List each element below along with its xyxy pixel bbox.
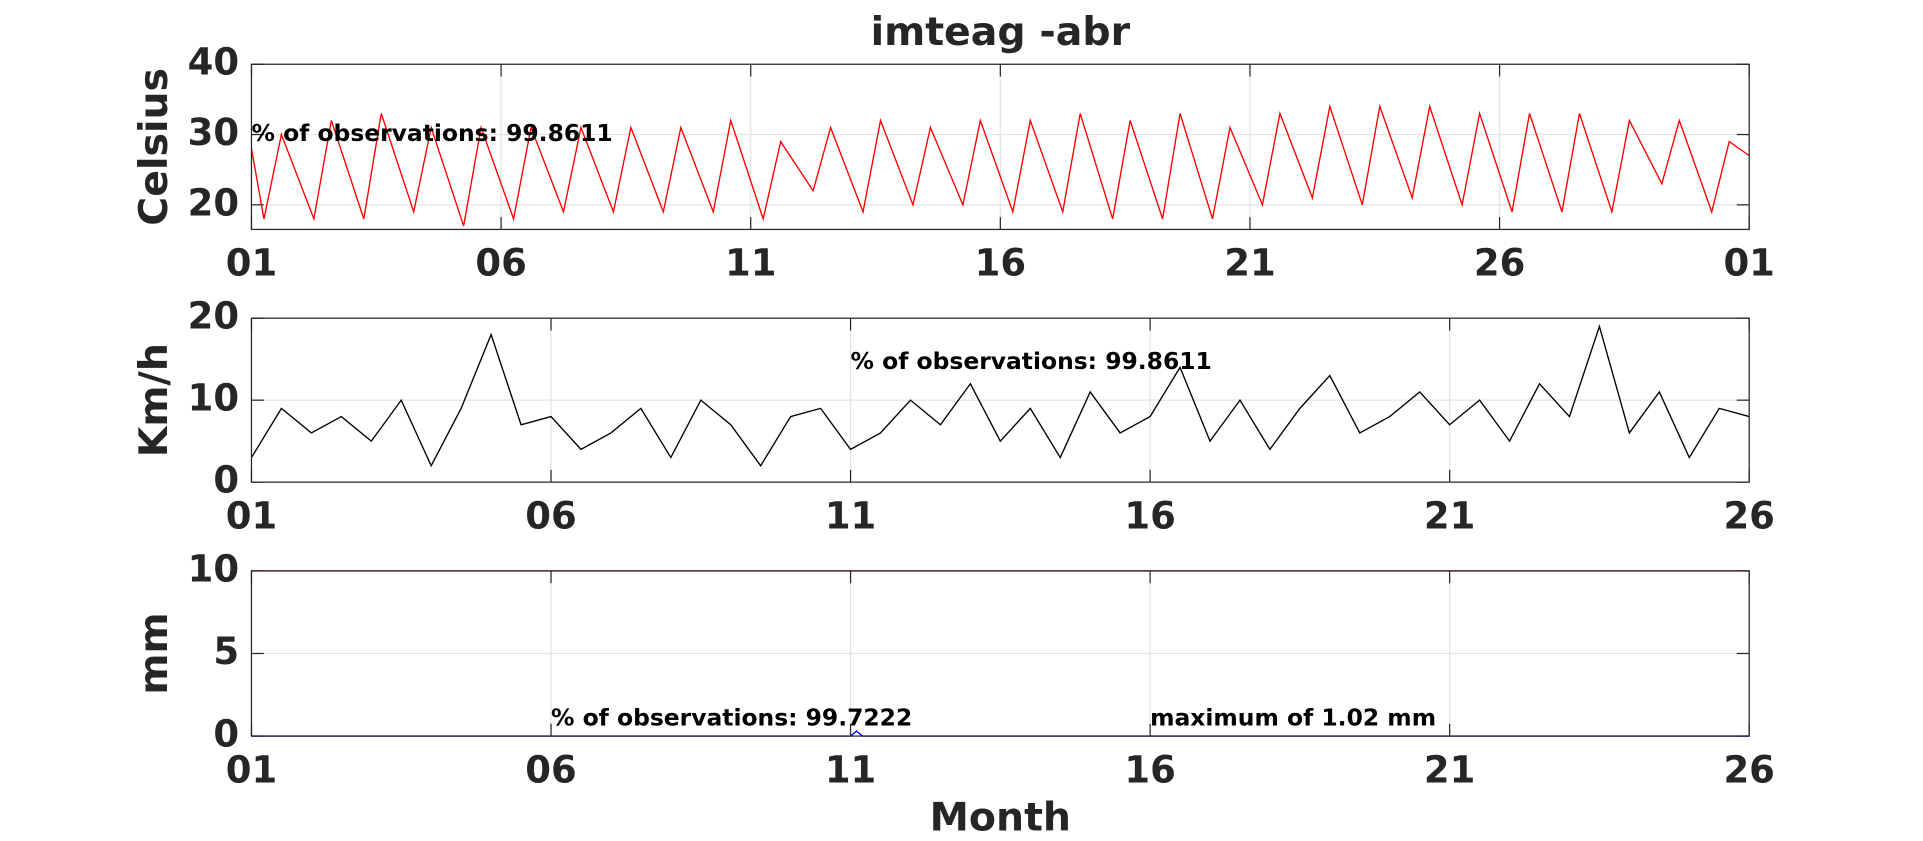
x-tick-label: 16 bbox=[1124, 494, 1175, 537]
annotation: maximum of 1.02 mm bbox=[1150, 703, 1436, 731]
x-tick-label: 21 bbox=[1224, 242, 1275, 285]
x-tick-label: 06 bbox=[525, 494, 576, 537]
x-tick-label: 11 bbox=[825, 494, 876, 537]
y-axis-label: Celsius bbox=[131, 68, 177, 226]
x-tick-label: 21 bbox=[1424, 748, 1475, 791]
x-tick-label: 01 bbox=[1723, 242, 1774, 285]
annotation: % of observations: 99.8611 bbox=[251, 119, 612, 147]
chart-title: imteag -abr bbox=[871, 9, 1131, 55]
x-tick-label: 16 bbox=[1124, 748, 1175, 791]
y-tick-label: 0 bbox=[213, 459, 239, 502]
annotation: % of observations: 99.8611 bbox=[851, 347, 1212, 375]
y-tick-label: 10 bbox=[188, 547, 239, 590]
x-tick-label: 21 bbox=[1424, 494, 1475, 537]
x-tick-label: 16 bbox=[975, 242, 1026, 285]
x-tick-label: 26 bbox=[1723, 748, 1774, 791]
y-axis-label: Km/h bbox=[131, 343, 177, 457]
y-tick-label: 20 bbox=[188, 295, 239, 338]
data-line bbox=[250, 103, 1750, 227]
y-axis-label: mm bbox=[131, 612, 177, 694]
x-tick-label: 06 bbox=[525, 748, 576, 791]
x-axis-label: Month bbox=[930, 794, 1071, 840]
x-tick-label: 01 bbox=[226, 242, 277, 285]
plot-frame bbox=[250, 317, 1750, 483]
x-tick-label: 26 bbox=[1474, 242, 1525, 285]
x-tick-label: 06 bbox=[475, 242, 526, 285]
plot-frame bbox=[250, 63, 1750, 231]
y-tick-label: 0 bbox=[213, 713, 239, 756]
x-tick-label: 11 bbox=[725, 242, 776, 285]
x-tick-label: 01 bbox=[226, 494, 277, 537]
y-tick-label: 10 bbox=[188, 377, 239, 420]
x-tick-label: 26 bbox=[1723, 494, 1774, 537]
annotation: % of observations: 99.7222 bbox=[551, 703, 912, 731]
y-tick-label: 40 bbox=[188, 41, 239, 84]
data-line bbox=[250, 324, 1750, 468]
y-tick-label: 30 bbox=[188, 111, 239, 154]
x-tick-label: 01 bbox=[226, 748, 277, 791]
y-tick-label: 5 bbox=[213, 630, 239, 673]
plot-frame bbox=[250, 570, 1750, 737]
y-tick-label: 20 bbox=[188, 181, 239, 224]
x-tick-label: 11 bbox=[825, 748, 876, 791]
